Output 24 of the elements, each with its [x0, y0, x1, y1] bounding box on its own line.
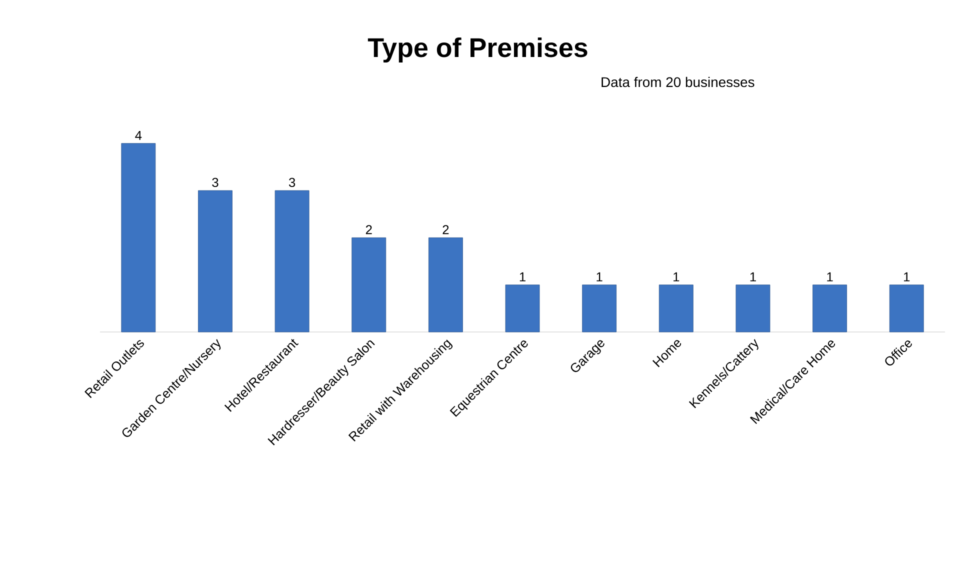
chart-title: Type of Premises — [368, 37, 588, 63]
data-label: 1 — [674, 272, 680, 282]
data-label: 1 — [750, 272, 756, 282]
bar — [582, 284, 617, 332]
data-label: 1 — [520, 272, 526, 282]
bar — [736, 284, 770, 332]
bar — [274, 190, 310, 332]
bar — [198, 190, 232, 332]
data-label: 1 — [827, 272, 833, 282]
bar — [889, 284, 924, 332]
text: Data from 20 businesses — [602, 76, 754, 88]
data-label: 3 — [212, 178, 218, 187]
bar — [812, 284, 847, 332]
data-label: 2 — [442, 225, 449, 234]
bar — [658, 284, 694, 332]
data-label: 4 — [135, 130, 142, 140]
bar — [352, 237, 386, 332]
data-label: 1 — [904, 272, 910, 282]
data-label: 3 — [288, 178, 296, 187]
bar — [428, 237, 463, 332]
data-label: 1 — [596, 272, 602, 282]
bar — [505, 284, 540, 332]
bar — [121, 143, 156, 332]
data-label: 2 — [366, 225, 372, 234]
